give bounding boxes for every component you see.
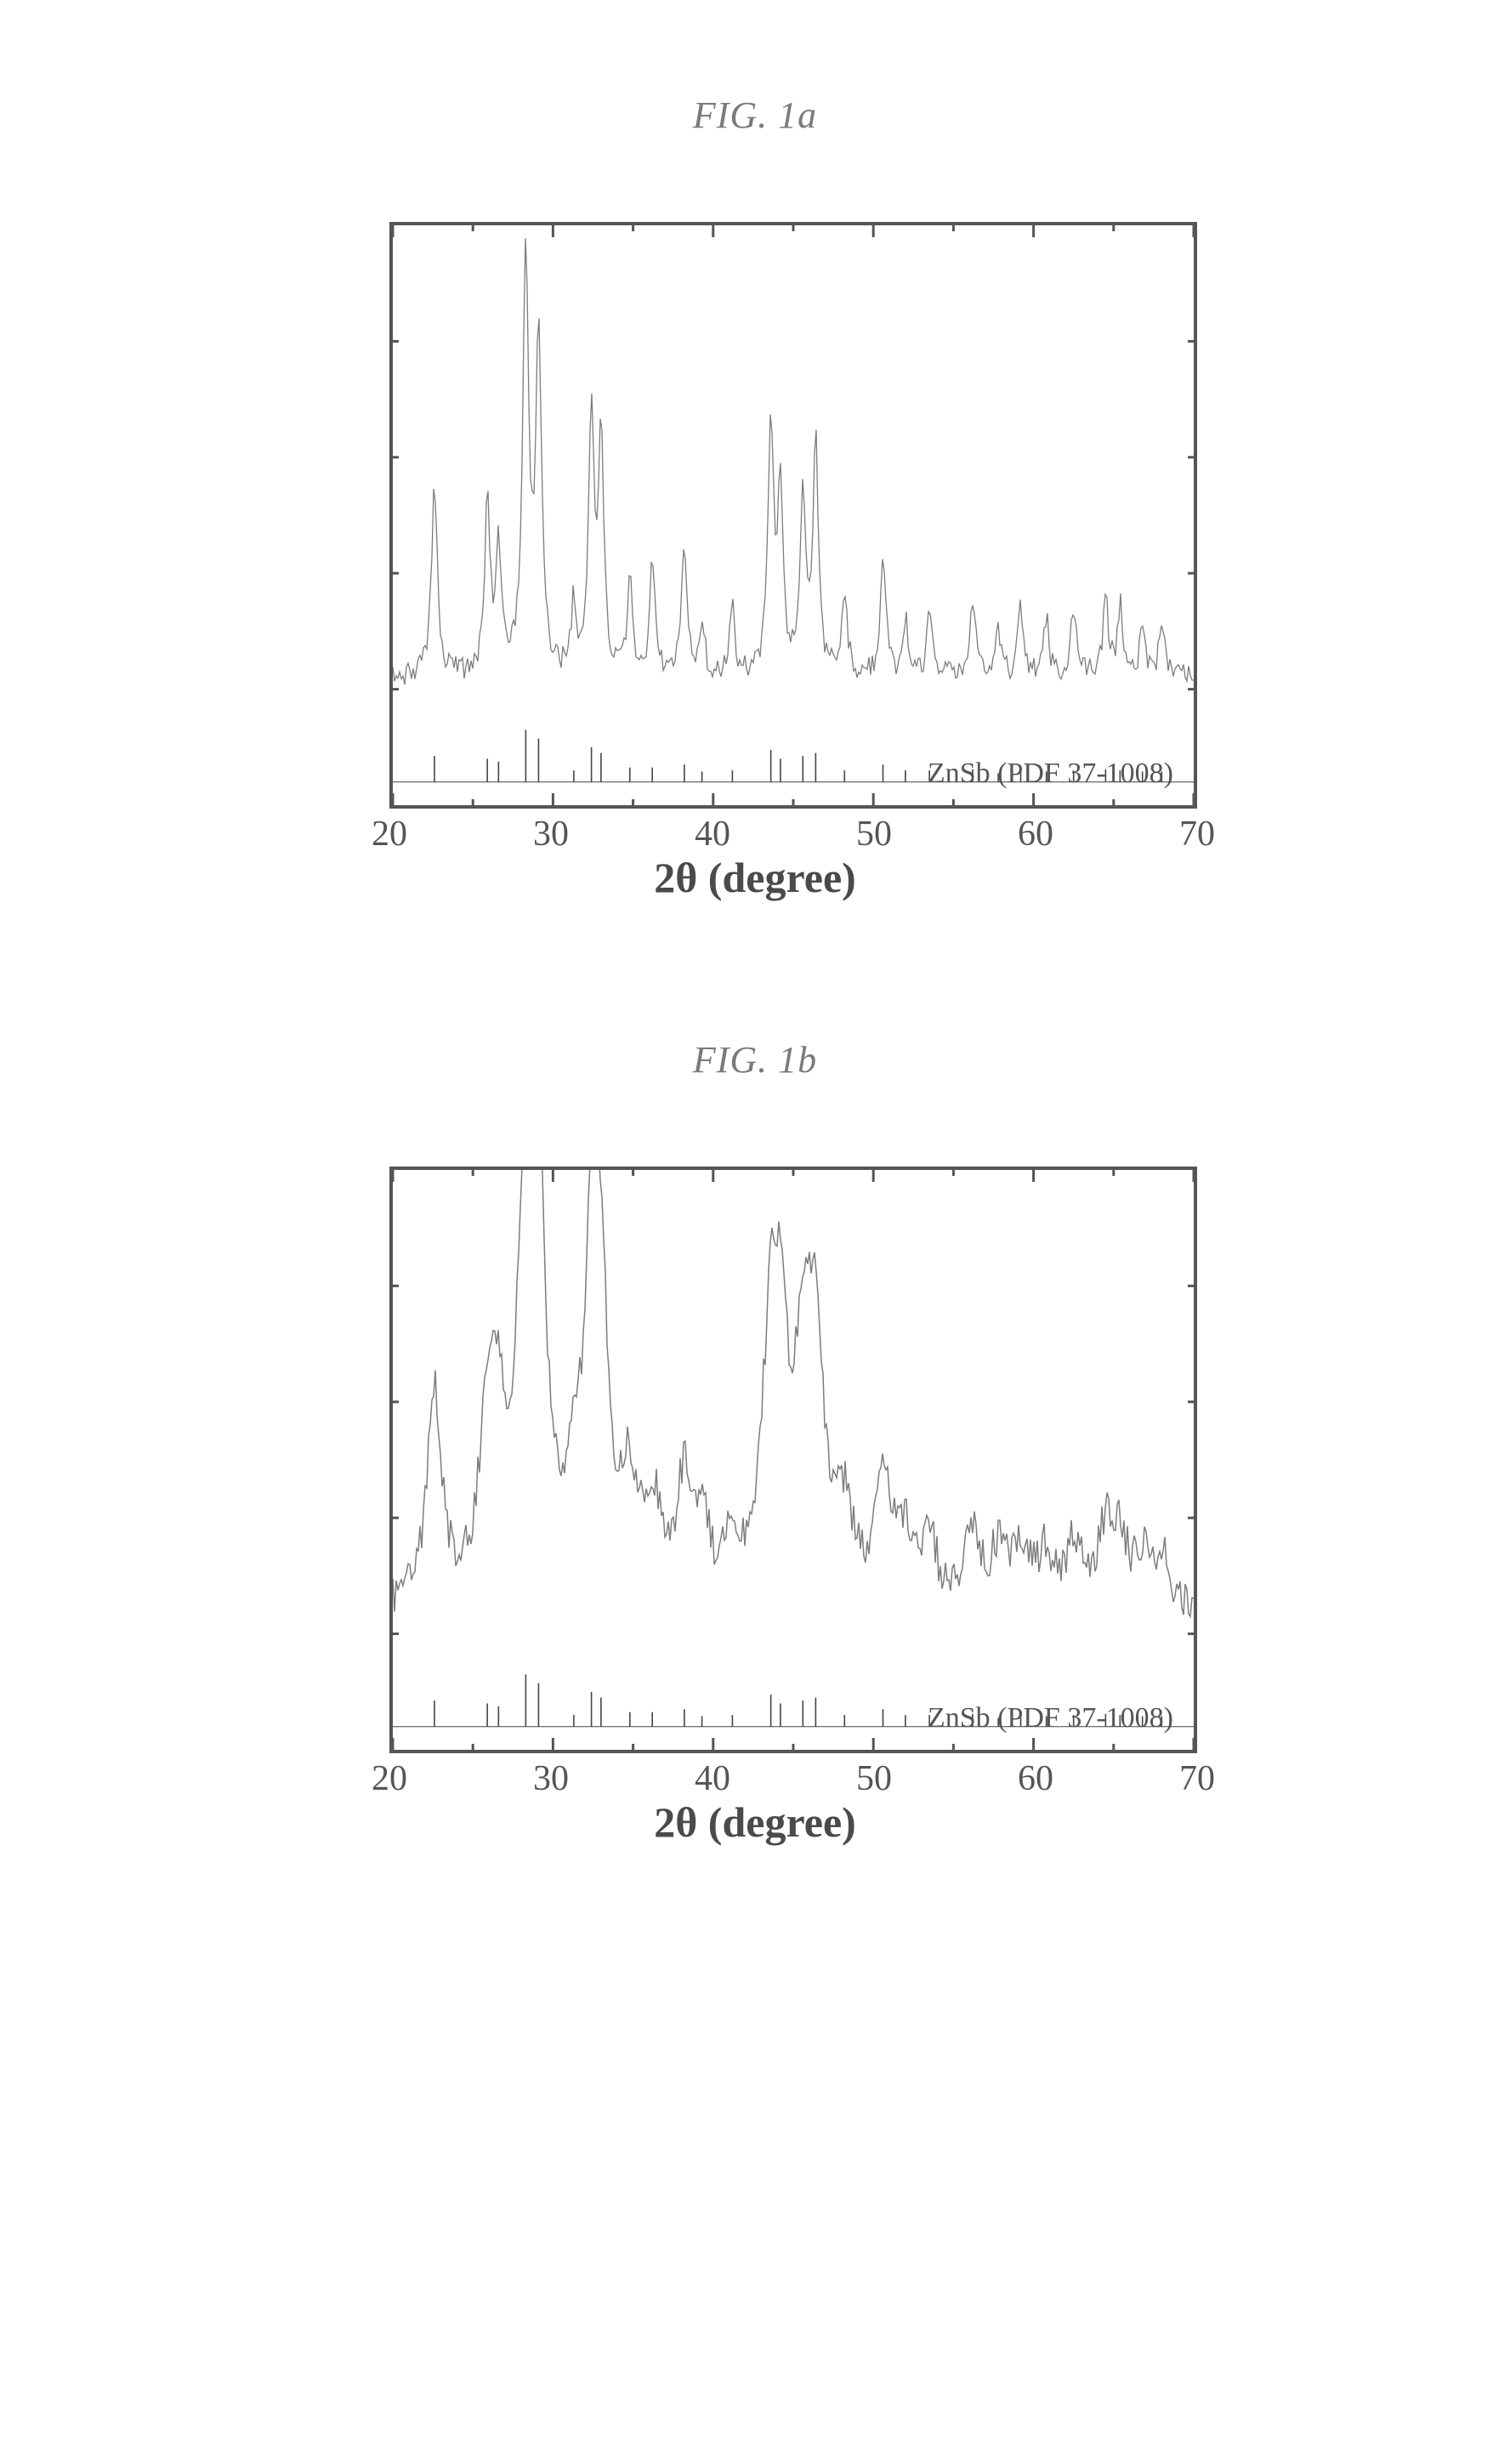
figure-b-legend: ZnSb (PDF 37-1008) — [928, 1702, 1173, 1734]
figure-a-plot-area: ZnSb (PDF 37-1008) — [389, 222, 1197, 809]
xrd-trace — [393, 1170, 1194, 1616]
figure-a-x-axis-label: 2θ (degree) — [654, 853, 856, 902]
figure-b-wrap: Intensity(A.U.) ZnSb (PDF 37-1008) 20304… — [287, 1141, 1223, 1847]
figure-b-svg — [393, 1170, 1194, 1750]
x-tick-label: 50 — [856, 814, 892, 854]
x-tick-label: 70 — [1179, 814, 1215, 854]
tick-marks — [393, 225, 1194, 805]
x-tick-label: 20 — [372, 814, 407, 854]
xrd-trace — [393, 238, 1194, 684]
figure-a-svg — [393, 225, 1194, 805]
x-tick-label: 30 — [533, 814, 569, 854]
page: FIG. 1a Intensity(A.U.) ZnSb (PDF 37-100… — [0, 0, 1510, 2464]
x-tick-label: 40 — [695, 1758, 730, 1799]
x-tick-label: 50 — [856, 1758, 892, 1799]
figure-b-x-axis-label: 2θ (degree) — [654, 1797, 856, 1847]
x-tick-label: 70 — [1179, 1758, 1215, 1799]
x-tick-label: 40 — [695, 814, 730, 854]
figure-b-frame: Intensity(A.U.) ZnSb (PDF 37-1008) 20304… — [287, 1141, 1223, 1847]
figure-a-wrap: Intensity(A.U.) ZnSb (PDF 37-1008) 20304… — [287, 196, 1223, 902]
figure-a-label: FIG. 1a — [0, 94, 1510, 137]
figure-b-plot-area: ZnSb (PDF 37-1008) — [389, 1167, 1197, 1753]
figure-b-x-ticks: 203040506070 — [389, 1758, 1197, 1797]
figure-a-legend: ZnSb (PDF 37-1008) — [928, 758, 1173, 790]
figure-a-x-ticks: 203040506070 — [389, 814, 1197, 853]
figure-a-frame: Intensity(A.U.) ZnSb (PDF 37-1008) 20304… — [287, 196, 1223, 902]
x-tick-label: 30 — [533, 1758, 569, 1799]
x-tick-label: 60 — [1018, 1758, 1053, 1799]
x-tick-label: 60 — [1018, 814, 1053, 854]
tick-marks — [393, 1170, 1194, 1750]
figure-b-label: FIG. 1b — [0, 1038, 1510, 1082]
x-tick-label: 20 — [372, 1758, 407, 1799]
